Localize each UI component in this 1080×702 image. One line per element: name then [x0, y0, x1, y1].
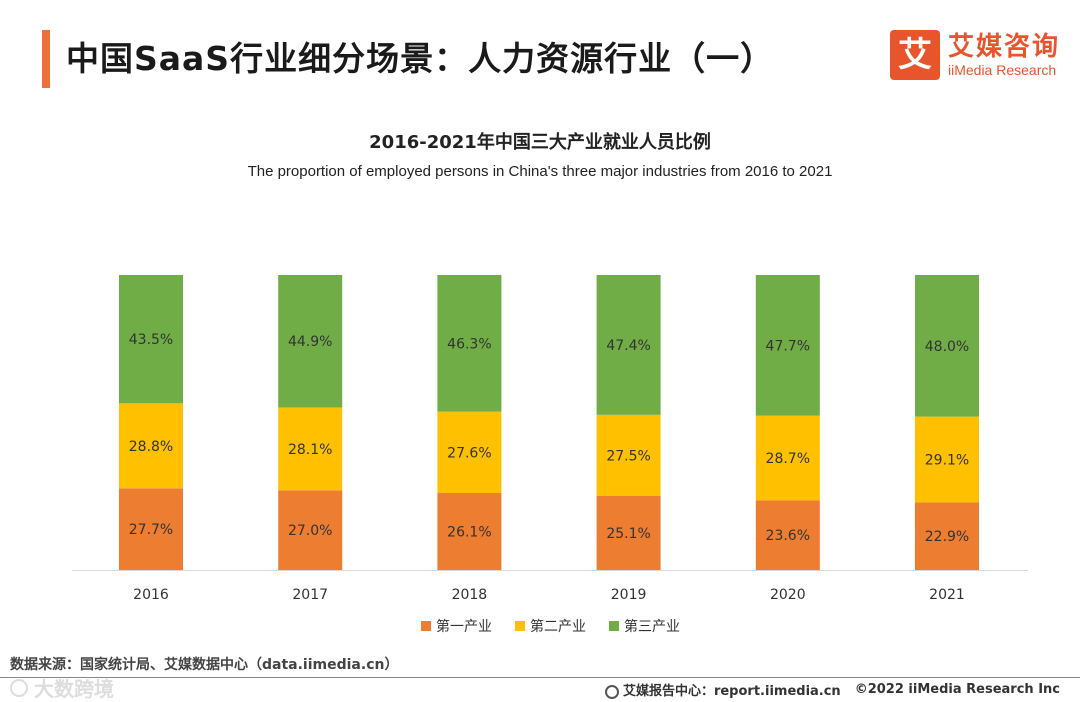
data-label-2021-series-1: 22.9%	[925, 529, 969, 545]
legend-label-3: 第三产业	[624, 618, 680, 635]
legend-swatch-2	[515, 621, 525, 631]
bar-2020-series-2	[755, 415, 820, 501]
bar-2016-series-3	[119, 275, 183, 404]
bar-2016-series-1	[119, 488, 183, 570]
data-label-2016-series-1: 27.7%	[129, 522, 173, 538]
legend-label-2: 第二产业	[530, 618, 586, 635]
bar-2019-series-1	[596, 495, 661, 570]
bar-2019-series-2	[596, 414, 661, 496]
legend-label-1: 第一产业	[436, 618, 492, 635]
bar-2021-series-1	[915, 502, 979, 570]
x-tick-label-2021: 2021	[929, 587, 965, 603]
data-label-2019-series-3: 47.4%	[606, 338, 650, 354]
x-tick-label-2016: 2016	[133, 587, 169, 603]
data-label-2016-series-3: 43.5%	[129, 332, 173, 348]
report-center-text: 艾媒报告中心：report.iimedia.cn	[622, 684, 841, 699]
data-label-2020-series-3: 47.7%	[766, 338, 810, 354]
bar-2017-series-2	[278, 407, 343, 491]
bar-2018-series-1	[437, 493, 502, 570]
bar-2019-series-3	[596, 275, 661, 415]
x-tick-label-2020: 2020	[770, 587, 806, 603]
chart-subtitle: The proportion of employed persons in Ch…	[247, 163, 833, 180]
brand-name-en: iiMedia Research	[947, 62, 1057, 78]
footer: 艾媒报告中心：report.iimedia.cn ©2022 iiMedia R…	[604, 680, 1060, 699]
x-tick-label-2017: 2017	[292, 587, 328, 603]
data-label-2019-series-1: 25.1%	[606, 526, 650, 542]
bar-2018-series-3	[437, 275, 502, 412]
brand-logo: 艾 艾媒咨询 iiMedia Research	[889, 30, 1060, 80]
x-tick-label-2019: 2019	[611, 587, 647, 603]
legend-swatch-1	[421, 621, 431, 631]
data-label-2019-series-2: 27.5%	[606, 448, 650, 464]
chart-title: 2016-2021年中国三大产业就业人员比例	[369, 132, 711, 153]
data-label-2018-series-1: 26.1%	[447, 525, 491, 541]
globe-icon	[604, 684, 619, 699]
data-label-2021-series-3: 48.0%	[925, 339, 969, 355]
report-center[interactable]: 艾媒报告中心：report.iimedia.cn	[604, 680, 841, 699]
stacked-bar-chart: 27.7% 28.8% 43.5% 2016 27.0% 28.1% 44.9% 2017 26…	[72, 275, 1028, 635]
data-label-2017-series-1: 27.0%	[288, 523, 332, 539]
data-label-2018-series-2: 27.6%	[447, 445, 491, 461]
brand-name: 艾媒咨询	[947, 32, 1060, 62]
data-label-2020-series-2: 28.7%	[766, 451, 810, 467]
data-source: 数据来源：国家统计局、艾媒数据中心（data.iimedia.cn）	[10, 657, 399, 673]
bar-2021-series-3	[915, 275, 979, 417]
watermark-text: 大数跨境	[34, 677, 114, 701]
data-label-2017-series-2: 28.1%	[288, 442, 332, 458]
footer-divider	[0, 677, 1080, 678]
bar-2020-series-3	[755, 275, 820, 416]
x-tick-label-2018: 2018	[452, 587, 488, 603]
data-label-2020-series-1: 23.6%	[766, 528, 810, 544]
data-label-2017-series-3: 44.9%	[288, 334, 332, 350]
watermark-icon	[10, 678, 28, 697]
page-title: 中国SaaS行业细分场景：人力资源行业（一）	[66, 39, 775, 78]
brand-logo-icon: 艾	[889, 30, 940, 80]
title-accent-bar	[42, 30, 50, 88]
bar-2020-series-1	[755, 500, 820, 570]
data-label-2021-series-2: 29.1%	[925, 453, 969, 469]
watermark: 大数跨境	[10, 673, 114, 702]
bar-2018-series-2	[437, 411, 502, 494]
bar-2016-series-2	[119, 403, 183, 489]
legend-swatch-3	[609, 621, 619, 631]
data-label-2016-series-2: 28.8%	[129, 439, 173, 455]
bar-2021-series-2	[915, 416, 979, 503]
data-label-2018-series-3: 46.3%	[447, 336, 491, 352]
bar-2017-series-3	[278, 275, 343, 408]
copyright: ©2022 iiMedia Research Inc	[854, 682, 1060, 697]
bar-2017-series-1	[278, 490, 343, 570]
